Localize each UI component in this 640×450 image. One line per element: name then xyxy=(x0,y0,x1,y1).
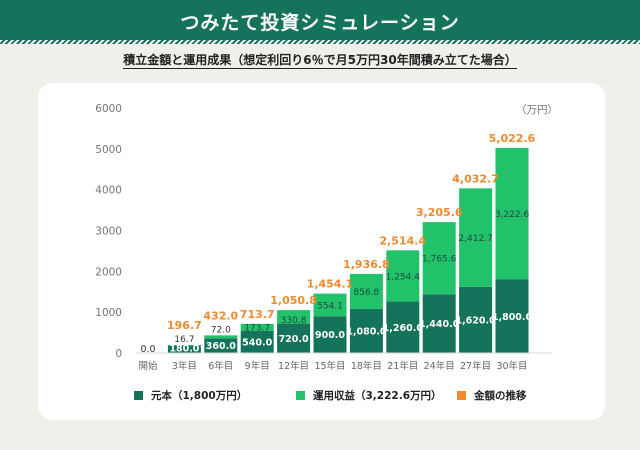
x-tick-label: 18年目 xyxy=(351,360,382,372)
chart-subtitle-text: 積立金額と運用成果（想定利回り6％で月5万円30年間積み立てた場合） xyxy=(123,53,517,69)
legend-item-total: 金額の推移 xyxy=(457,388,527,403)
label-total: 1,454.1 xyxy=(307,278,354,291)
label-profit: 856.8 xyxy=(354,288,380,298)
bar-principal xyxy=(167,345,201,353)
label-total: 1,936.8 xyxy=(343,258,390,271)
label-principal: 540.0 xyxy=(242,337,272,348)
x-axis: 開始 3年目 6年目 9年目 12年目 15年目 18年目 21年目 24年目 27年目 30年目 xyxy=(136,352,552,372)
x-tick-label: 27年目 xyxy=(460,360,491,372)
label-profit: 173.7 xyxy=(244,323,270,333)
header-stripe xyxy=(0,40,640,44)
bar-principal xyxy=(240,330,274,353)
legend-label-profit: 運用収益（3,222.6万円） xyxy=(313,390,442,402)
x-tick-label: 30年目 xyxy=(496,360,527,372)
data-labels: 0.0 180.016.7 196.7 360.0 72.0 432.0 540.0 173.… xyxy=(140,132,535,355)
bar-profit xyxy=(386,250,420,302)
x-tick-label: 21年目 xyxy=(387,360,418,372)
bar-principal xyxy=(204,338,238,353)
bar-principal xyxy=(459,286,493,353)
y-tick-label: 3000 xyxy=(95,226,122,238)
x-tick-label: 24年目 xyxy=(424,360,455,372)
x-tick-label: 15年目 xyxy=(314,360,345,372)
label-profit: 3,222.6 xyxy=(495,210,530,220)
label-principal: 360.0 xyxy=(206,341,236,352)
label-total: 4,032.7 xyxy=(452,172,499,185)
bar-principal xyxy=(386,301,420,353)
bar-principal xyxy=(313,316,347,353)
label-total: 196.7 xyxy=(167,319,202,332)
bar-profit xyxy=(349,273,383,309)
label-total-start: 0.0 xyxy=(140,344,155,355)
y-tick-label: 5000 xyxy=(95,144,122,156)
label-profit: 330.8 xyxy=(281,316,307,326)
bar-profit xyxy=(167,344,201,346)
y-tick-label: 6000 xyxy=(95,103,122,115)
label-profit: 554.1 xyxy=(317,301,343,311)
y-tick-label: 4000 xyxy=(95,185,122,197)
bar-profit xyxy=(422,222,456,295)
x-tick-label: 3年目 xyxy=(172,360,197,372)
y-tick-label: 0 xyxy=(115,348,122,360)
bar-profit xyxy=(313,293,347,317)
y-tick-label: 1000 xyxy=(95,307,122,319)
x-tick-label: 12年目 xyxy=(278,360,309,372)
legend-swatch-profit xyxy=(296,391,305,400)
legend-item-profit: 運用収益（3,222.6万円） xyxy=(296,388,442,403)
label-profit: 2,412.7 xyxy=(458,234,492,244)
label-total: 5,022.6 xyxy=(489,132,536,145)
legend-swatch-principal xyxy=(134,391,143,400)
label-principal: 720.0 xyxy=(279,334,309,345)
bar-principal xyxy=(495,279,529,353)
bars xyxy=(167,147,529,353)
label-total: 2,514.4 xyxy=(379,234,426,247)
label-profit: 72.0 xyxy=(211,325,231,335)
y-axis: 0 1000 2000 3000 4000 5000 6000 （万円） xyxy=(95,103,558,360)
label-principal: 1,440.0 xyxy=(419,319,460,330)
label-principal: 1,260.0 xyxy=(383,323,424,334)
label-profit: 16.7 xyxy=(174,335,194,345)
y-unit-label: （万円） xyxy=(516,104,558,116)
x-tick-label: 開始 xyxy=(138,360,158,372)
label-total: 713.7 xyxy=(240,308,275,321)
legend-label-principal: 元本（1,800万円） xyxy=(151,390,248,402)
x-tick-label: 6年目 xyxy=(208,360,233,372)
bar-profit xyxy=(204,335,238,339)
legend-swatch-total xyxy=(457,391,466,400)
bar-profit xyxy=(495,147,529,280)
label-principal: 1,800.0 xyxy=(492,312,533,323)
legend: 元本（1,800万円） 運用収益（3,222.6万円） 金額の推移 xyxy=(0,388,640,406)
chart-subtitle: 積立金額と運用成果（想定利回り6％で月5万円30年間積み立てた場合） xyxy=(0,51,640,69)
label-principal: 900.0 xyxy=(315,330,345,341)
bar-profit xyxy=(240,323,274,331)
label-total: 1,050.8 xyxy=(270,294,317,307)
bar-profit xyxy=(459,188,493,287)
legend-item-principal: 元本（1,800万円） xyxy=(134,388,247,403)
label-total: 432.0 xyxy=(203,309,238,322)
label-principal: 180.0 xyxy=(169,344,199,355)
label-total: 3,205.6 xyxy=(416,206,463,219)
legend-label-total: 金額の推移 xyxy=(474,390,527,402)
y-tick-label: 2000 xyxy=(95,266,122,278)
page-header: つみたて投資シミュレーション xyxy=(0,0,640,42)
bar-principal xyxy=(422,294,456,353)
label-profit: 1,254.4 xyxy=(386,272,421,282)
label-principal: 1,620.0 xyxy=(455,315,496,326)
bar-principal xyxy=(349,308,383,353)
label-profit: 1,765.6 xyxy=(422,255,457,265)
page-title: つみたて投資シミュレーション xyxy=(180,11,460,34)
label-principal: 1,080.0 xyxy=(346,326,387,337)
x-tick-label: 9年目 xyxy=(245,360,270,372)
bar-profit xyxy=(277,310,311,324)
bar-principal xyxy=(277,323,311,353)
